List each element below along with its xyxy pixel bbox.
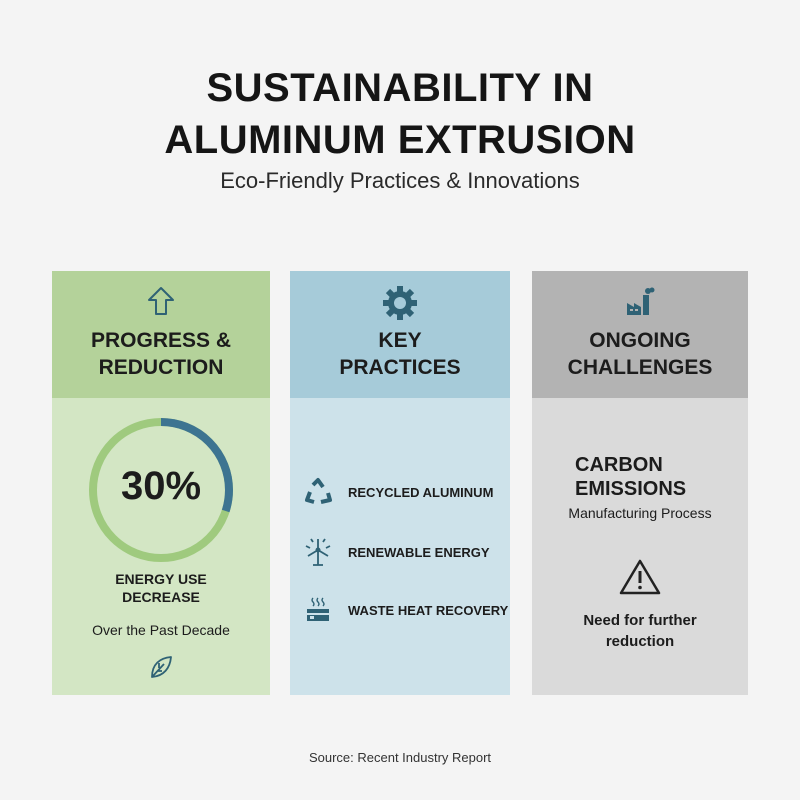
leaf-icon xyxy=(151,656,172,678)
practices-panel: KEY PRACTICES RECYCLED ALUMINUM RENEWABLE… xyxy=(290,271,510,695)
recycle-icon xyxy=(305,478,332,504)
practice-item: RENEWABLE ENERGY xyxy=(302,536,490,568)
practice-item: WASTE HEAT RECOVERY xyxy=(302,594,508,626)
heading-line: PRACTICES xyxy=(339,356,461,379)
practice-label: RECYCLED ALUMINUM xyxy=(348,484,494,500)
progress-ring xyxy=(89,418,233,562)
factory-icon xyxy=(627,287,655,315)
progress-panel: PROGRESS & REDUCTION 30% ENERGY USE DECREA… xyxy=(52,271,270,695)
challenge-title: CARBON EMISSIONS xyxy=(575,453,686,501)
challenge-note: Need for further reduction xyxy=(532,610,748,652)
metric-sub: Over the Past Decade xyxy=(92,622,230,638)
percent-value: 30% xyxy=(120,464,202,508)
arrow-up-icon xyxy=(148,287,174,315)
ring-arc xyxy=(89,418,233,562)
metric-label: ENERGY USE DECREASE xyxy=(52,570,270,606)
challenges-panel: ONGOING CHALLENGES CARBON EMISSIONS Manufa… xyxy=(532,271,748,695)
heading-line: ONGOING xyxy=(589,329,691,352)
label-line: DECREASE xyxy=(122,589,200,605)
heat-recovery-icon xyxy=(307,597,329,621)
challenge-line: CARBON xyxy=(575,454,663,476)
title-line: SUSTAINABILITY IN xyxy=(206,66,594,110)
practice-item: RECYCLED ALUMINUM xyxy=(302,476,493,508)
warning-icon xyxy=(619,559,661,595)
practice-label: WASTE HEAT RECOVERY xyxy=(348,602,509,618)
panel-heading: KEY PRACTICES xyxy=(290,327,510,381)
heading-line: CHALLENGES xyxy=(567,356,713,379)
heading-line: PROGRESS & xyxy=(90,329,232,352)
note-line: Need for further xyxy=(583,612,697,629)
gear-icon xyxy=(383,286,417,320)
source-note: Source: Recent Industry Report xyxy=(308,750,492,765)
subtitle: Eco-Friendly Practices & Innovations xyxy=(220,168,580,193)
label-line: ENERGY USE xyxy=(115,571,207,587)
heading-line: KEY xyxy=(378,329,422,352)
practice-label: RENEWABLE ENERGY xyxy=(348,544,490,560)
challenge-sub: Manufacturing Process xyxy=(568,505,712,521)
title-line: ALUMINUM EXTRUSION xyxy=(164,118,636,162)
note-line: reduction xyxy=(605,633,675,650)
heading-line: REDUCTION xyxy=(98,356,224,379)
page-title: SUSTAINABILITY IN ALUMINUM EXTRUSION xyxy=(0,62,800,166)
panel-heading: ONGOING CHALLENGES xyxy=(532,327,748,381)
panel-heading: PROGRESS & REDUCTION xyxy=(52,327,270,381)
wind-turbine-icon xyxy=(305,538,331,566)
challenge-line: EMISSIONS xyxy=(575,478,687,500)
